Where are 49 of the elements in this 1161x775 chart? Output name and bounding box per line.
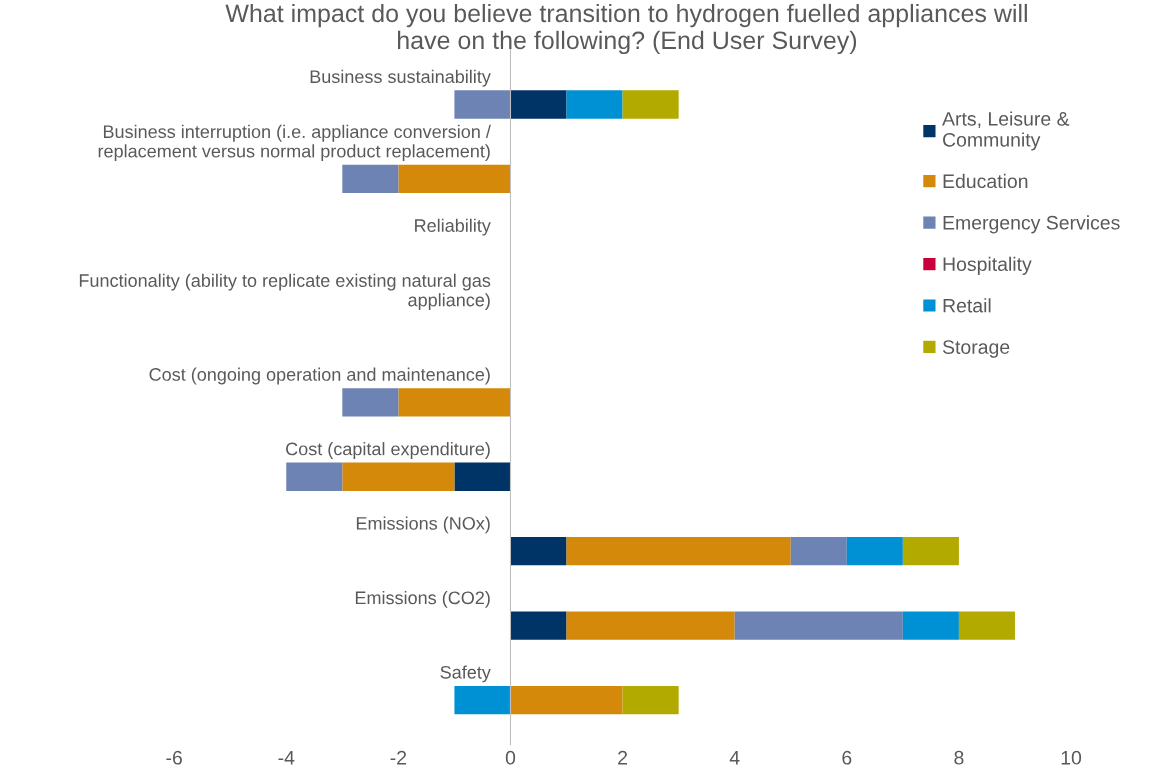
- bar: [510, 90, 567, 119]
- bar: [902, 611, 959, 640]
- y-tick-label: Reliability: [415, 218, 491, 236]
- bar: [342, 164, 399, 194]
- x-tick-label: 2: [618, 750, 628, 765]
- bar: [510, 611, 567, 640]
- bar: [454, 462, 511, 491]
- y-tick-label: Business interruption (i.e. appliance conversion / replacement versus normal product replacement): [98, 124, 491, 162]
- bar: [846, 537, 903, 566]
- x-tick-label: -6: [166, 750, 182, 765]
- x-tick-label: -4: [278, 751, 295, 765]
- bar: [342, 462, 455, 491]
- y-tick-label: Safety: [440, 665, 491, 683]
- bar: [958, 611, 1015, 640]
- legend-label: Emergency Services: [943, 215, 1120, 234]
- bar: [510, 537, 567, 566]
- legend-label: Arts, Leisure & Community: [942, 111, 1070, 151]
- y-tick-label: Cost (capital expenditure): [286, 442, 490, 459]
- bar: [454, 685, 511, 715]
- x-tick-label: 6: [842, 750, 852, 765]
- bar: [566, 90, 623, 119]
- bar: [622, 685, 679, 715]
- x-tick-label: 8: [954, 750, 964, 765]
- bar: [398, 388, 511, 417]
- bar: [790, 537, 847, 566]
- bar: [734, 611, 903, 640]
- legend-label: Education: [943, 173, 1028, 189]
- bar: [622, 90, 679, 119]
- bar: [286, 462, 343, 491]
- y-tick-label: Emissions (NOx): [356, 516, 490, 534]
- bar: [566, 611, 735, 640]
- bar: [398, 164, 511, 194]
- x-tick-label: 10: [1061, 750, 1082, 765]
- bar: [510, 685, 623, 715]
- legend-label: Hospitality: [943, 256, 1032, 275]
- legend-label: Retail: [943, 298, 991, 313]
- bar: [454, 90, 511, 119]
- bar: [342, 388, 399, 417]
- y-tick-label: Functionality (ability to replicate existing natural gas appliance): [79, 273, 491, 310]
- y-tick-label: Cost (ongoing operation and maintenance): [149, 367, 490, 385]
- y-tick-label: Emissions (CO2): [355, 590, 490, 608]
- x-tick-label: 0: [505, 750, 516, 765]
- x-tick-label: 4: [729, 751, 740, 765]
- y-tick-label: Business sustainability: [310, 69, 491, 87]
- chart-title: What impact do you believe transition to hydrogen fuelled appliances will have on the following? (End User Survey): [225, 3, 1027, 55]
- x-tick-label: -2: [390, 750, 407, 765]
- bar: [902, 537, 959, 566]
- legend-label: Storage: [942, 340, 1010, 358]
- bar: [566, 537, 791, 566]
